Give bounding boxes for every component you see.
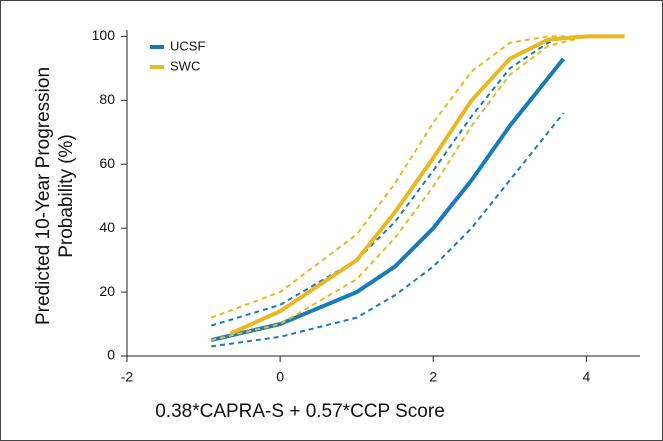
y-tick-label: 60 [99,155,115,171]
y-axis-label: Predicted 10-Year Progression [33,67,54,325]
x-tick-label: 4 [583,369,591,385]
x-axis-label: 0.38*CAPRA-S + 0.57*CCP Score [155,401,445,422]
y-tick-label: 100 [92,27,116,43]
x-tick-label: 2 [429,369,437,385]
x-tick-label: 0 [276,369,284,385]
confidence-line [211,112,565,348]
legend-label: UCSF [170,38,205,53]
y-tick-label: 20 [99,283,115,299]
y-tick-label: 40 [99,219,115,235]
confidence-line [210,35,602,319]
x-tick-label: -2 [121,369,134,385]
confidence-line [210,35,602,341]
y-axis-label: Probability (%) [56,134,77,258]
confidence-line [210,35,564,327]
y-tick-label: 80 [99,91,115,107]
y-tick-label: 0 [107,347,115,363]
legend-label: SWC [170,58,200,73]
line [229,34,625,336]
line [210,57,565,342]
